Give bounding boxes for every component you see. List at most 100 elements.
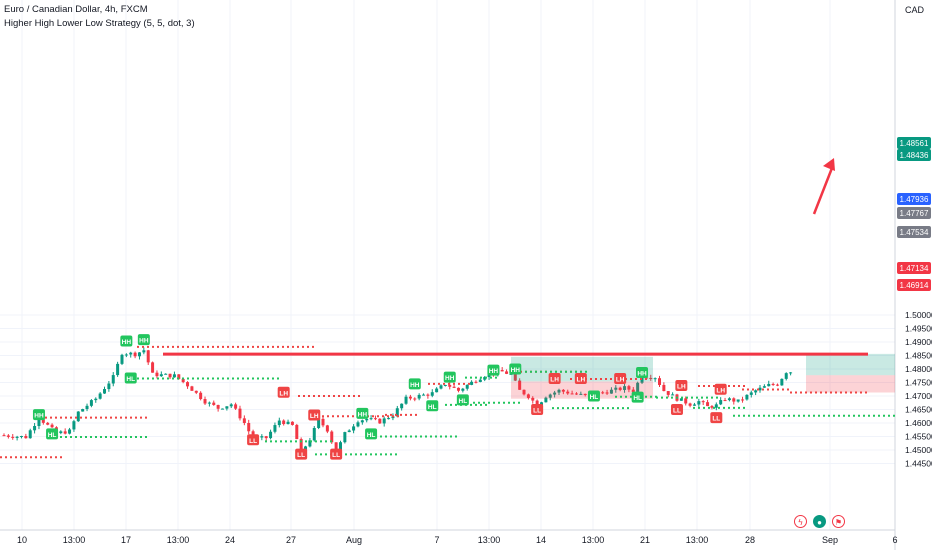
y-tick-label: 1.49000 xyxy=(905,337,932,347)
candle-body xyxy=(334,442,338,454)
swing-label-lh[interactable]: LH xyxy=(675,380,688,392)
swing-label-ll[interactable]: LL xyxy=(670,404,683,416)
swing-label-hh[interactable]: HH xyxy=(509,363,522,375)
svg-text:HH: HH xyxy=(489,368,499,375)
candle-body xyxy=(784,373,788,379)
candle-body xyxy=(76,411,80,422)
swing-label-ll[interactable]: LL xyxy=(295,448,308,460)
candle-body xyxy=(574,393,578,395)
arrow-line[interactable] xyxy=(812,167,834,215)
swing-label-hh[interactable]: HH xyxy=(443,371,456,383)
candle-body xyxy=(24,436,28,439)
candle-body xyxy=(199,392,203,400)
candle-body xyxy=(518,380,522,390)
swing-label-ll[interactable]: LL xyxy=(531,404,544,416)
candle-body xyxy=(583,393,587,396)
price-badge[interactable]: 1.47936 xyxy=(897,193,931,205)
svg-text:LH: LH xyxy=(279,390,288,397)
swing-label-hh[interactable]: HH xyxy=(32,409,45,421)
swing-label-hh[interactable]: HH xyxy=(636,367,649,379)
svg-text:LL: LL xyxy=(249,438,257,445)
swing-label-hl[interactable]: HL xyxy=(124,372,137,384)
svg-text:LH: LH xyxy=(616,376,625,383)
currency-label: CAD xyxy=(904,5,924,15)
candle-body xyxy=(107,383,111,390)
svg-text:HH: HH xyxy=(511,367,521,374)
candle-body xyxy=(234,404,238,409)
candle-body xyxy=(207,402,211,404)
candle-body xyxy=(627,386,631,390)
record-icon[interactable]: ● xyxy=(813,515,826,528)
swing-label-lh[interactable]: LH xyxy=(614,372,627,384)
candle-body xyxy=(662,384,666,392)
candle-body xyxy=(653,378,657,380)
x-tick-label: 13:00 xyxy=(686,535,709,545)
svg-text:1.48436: 1.48436 xyxy=(900,151,929,160)
swing-label-lh[interactable]: LH xyxy=(714,383,727,395)
swing-label-hl[interactable]: HL xyxy=(426,400,439,412)
price-badge[interactable]: 1.47767 xyxy=(897,207,931,219)
candle-body xyxy=(706,402,710,407)
candle-body xyxy=(692,404,696,406)
swing-label-hh[interactable]: HH xyxy=(137,334,150,346)
price-badge[interactable]: 1.46914 xyxy=(897,279,931,291)
swing-label-hl[interactable]: HL xyxy=(631,391,644,403)
candle-body xyxy=(168,373,172,378)
y-tick-label: 1.45000 xyxy=(905,445,932,455)
candle-body xyxy=(688,403,692,406)
candle-body xyxy=(732,398,736,402)
swing-label-hh[interactable]: HH xyxy=(120,335,133,347)
swing-label-hl[interactable]: HL xyxy=(365,428,378,440)
x-tick-label: 13:00 xyxy=(167,535,190,545)
swing-label-ll[interactable]: LL xyxy=(247,434,260,446)
swing-label-lh[interactable]: LH xyxy=(277,386,290,398)
candle-body xyxy=(146,350,150,363)
price-badge[interactable]: 1.47134 xyxy=(897,262,931,274)
swing-label-lh[interactable]: LH xyxy=(308,409,321,421)
candle-body xyxy=(452,386,456,388)
swing-label-ll[interactable]: LL xyxy=(330,448,343,460)
symbol-title[interactable]: Euro / Canadian Dollar, 4h, FXCM xyxy=(4,4,148,15)
lightning-icon[interactable]: ϟ xyxy=(794,515,807,528)
candle-body xyxy=(308,440,312,447)
y-tick-label: 1.47500 xyxy=(905,378,932,388)
candle-body xyxy=(378,418,382,424)
candle-body xyxy=(382,418,386,424)
candle-body xyxy=(103,389,107,394)
svg-text:HL: HL xyxy=(428,404,437,411)
candle-body xyxy=(439,385,443,389)
candle-body xyxy=(116,363,120,376)
swing-label-hl[interactable]: HL xyxy=(46,428,59,440)
price-badge[interactable]: 1.48561 xyxy=(897,137,931,149)
svg-text:HL: HL xyxy=(459,398,468,405)
position-stop-zone[interactable] xyxy=(806,375,895,393)
price-badge[interactable]: 1.48436 xyxy=(897,149,931,161)
swing-label-lh[interactable]: LH xyxy=(548,372,561,384)
candle-body xyxy=(19,436,23,438)
candle-body xyxy=(28,430,32,439)
candle-body xyxy=(59,431,63,434)
swing-label-hl[interactable]: HL xyxy=(587,390,600,402)
candle-body xyxy=(225,406,229,409)
swing-label-hh[interactable]: HH xyxy=(408,378,421,390)
candle-body xyxy=(754,390,758,393)
price-badge[interactable]: 1.47534 xyxy=(897,226,931,238)
flag-icon[interactable]: ⚑ xyxy=(832,515,845,528)
swing-label-hh[interactable]: HH xyxy=(487,364,500,376)
swing-label-ll[interactable]: LL xyxy=(710,412,723,424)
swing-label-lh[interactable]: LH xyxy=(574,372,587,384)
indicator-title[interactable]: Higher High Lower Low Strategy (5, 5, do… xyxy=(4,18,195,29)
candle-body xyxy=(548,394,552,398)
prior-stop-zone[interactable] xyxy=(511,381,653,399)
swing-label-hh[interactable]: HH xyxy=(356,407,369,419)
svg-text:HH: HH xyxy=(139,338,149,345)
candle-body xyxy=(758,387,762,391)
candle-body xyxy=(767,383,771,387)
x-tick-label: 7 xyxy=(434,535,439,545)
position-target-zone[interactable] xyxy=(806,353,895,376)
candle-body xyxy=(317,418,321,428)
swing-label-hl[interactable]: HL xyxy=(456,394,469,406)
y-tick-label: 1.45500 xyxy=(905,432,932,442)
